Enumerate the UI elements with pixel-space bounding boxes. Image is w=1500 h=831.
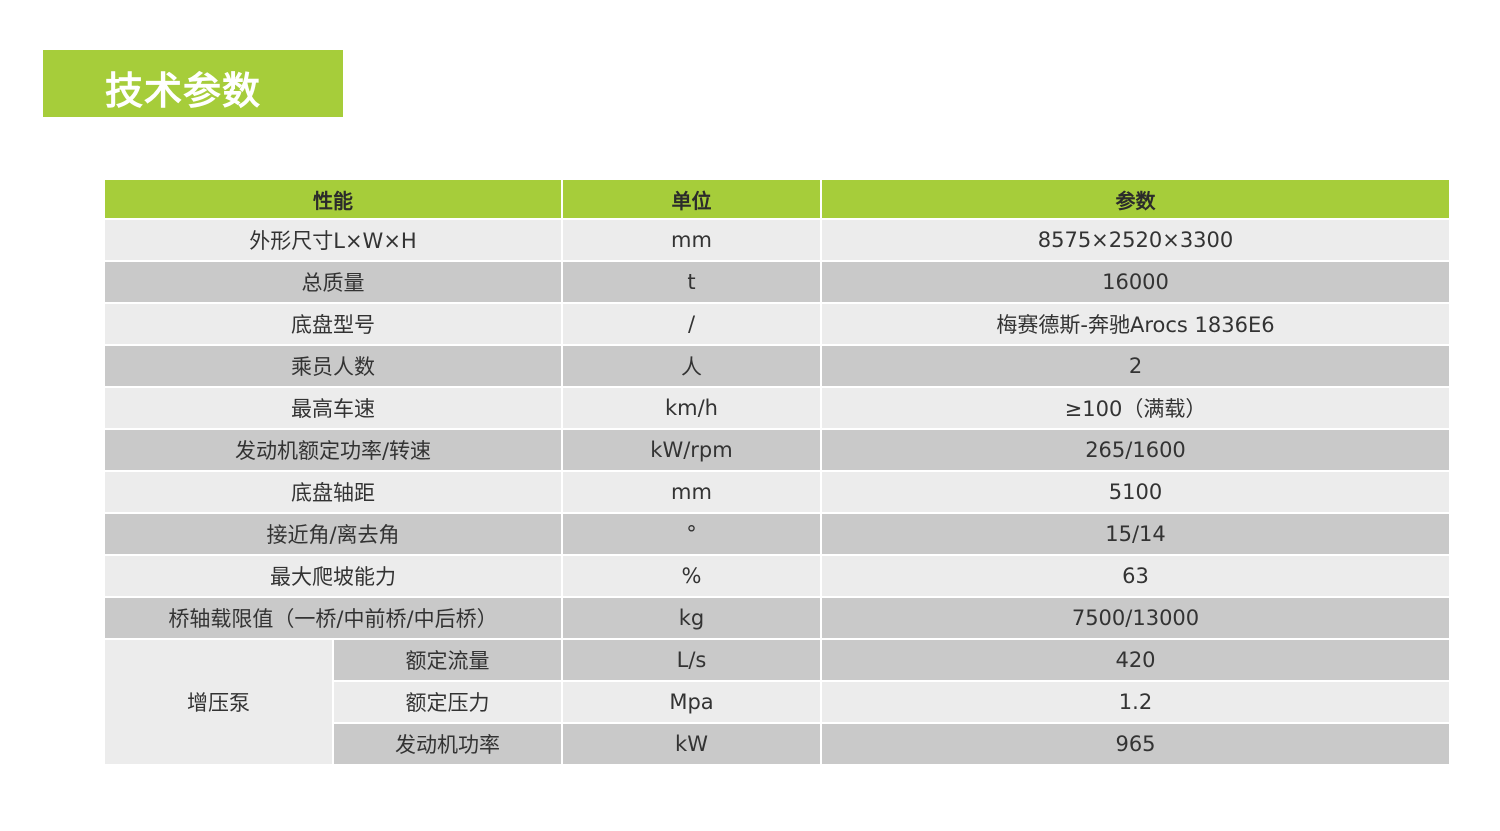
table-row: 最大爬坡能力% 63 [105, 556, 1449, 596]
spec-unit: 人 [563, 346, 820, 386]
table-row: 乘员人数人 2 [105, 346, 1449, 386]
table-row: 底盘轴距 mm 5100 [105, 472, 1449, 512]
spec-unit: kg [563, 598, 820, 638]
spec-name: 底盘轴距 [105, 472, 561, 512]
spec-unit: mm [563, 472, 820, 512]
spec-value: 5100 [822, 472, 1449, 512]
table-row: 发动机额定功率/转速 kW/rpm 265/1600 [105, 430, 1449, 470]
spec-name: 最高车速 [105, 388, 561, 428]
table-row: 接近角/离去角 ° 15/14 [105, 514, 1449, 554]
table-row: 桥轴载限值（一桥/中前桥/中后桥） kg 7500/13000 [105, 598, 1449, 638]
spec-unit: kW [563, 724, 820, 764]
spec-unit: ° [563, 514, 820, 554]
table-header-row: 性能 单位 参数 [105, 180, 1449, 218]
spec-name: 外形尺寸L×W×H [105, 220, 561, 260]
spec-name: 额定流量 [334, 640, 561, 680]
group-label: 增压泵 [105, 640, 332, 764]
spec-value: 1.2 [822, 682, 1449, 722]
spec-value: ≥100（满载） [822, 388, 1449, 428]
table-row: 增压泵 额定流量 L/s 420 [105, 640, 1449, 764]
spec-name: 最大爬坡能力 [105, 556, 561, 596]
spec-value: 63 [822, 556, 1449, 596]
spec-name: 乘员人数 [105, 346, 561, 386]
page-title: 技术参数 [105, 69, 262, 113]
spec-unit: t [563, 262, 820, 302]
spec-name: 发动机功率 [334, 724, 561, 764]
spec-name: 总质量 [105, 262, 561, 302]
spec-name: 发动机额定功率/转速 [105, 430, 561, 470]
spec-value: 8575×2520×3300 [822, 220, 1449, 260]
spec-name: 桥轴载限值（一桥/中前桥/中后桥） [105, 598, 561, 638]
table-row: 发动机功率 kW 965 [105, 724, 1449, 764]
spec-value: 265/1600 [822, 430, 1449, 470]
header-performance: 性能 [105, 180, 561, 218]
table-row: 额定压力 Mpa 1.2 [105, 682, 1449, 722]
header-value: 参数 [822, 180, 1449, 218]
spec-value: 15/14 [822, 514, 1449, 554]
table-row: 总质量 t 16000 [105, 262, 1449, 302]
table-row: 底盘型号 / 梅赛德斯-奔驰Arocs 1836E6 [105, 304, 1449, 344]
spec-value: 965 [822, 724, 1449, 764]
spec-value: 7500/13000 [822, 598, 1449, 638]
spec-table: 性能 单位 参数 外形尺寸L×W×H mm 8575×2520×3300 总质量 t 16… [103, 178, 1451, 766]
spec-name: 底盘型号 [105, 304, 561, 344]
spec-unit: mm [563, 220, 820, 260]
spec-value: 梅赛德斯-奔驰Arocs 1836E6 [822, 304, 1449, 344]
title-banner: 技术参数 [43, 50, 343, 117]
spec-unit: % [563, 556, 820, 596]
table-row: 最高车速 km/h ≥100（满载） [105, 388, 1449, 428]
spec-value: 16000 [822, 262, 1449, 302]
spec-unit: L/s [563, 640, 820, 680]
table-row: 外形尺寸L×W×H mm 8575×2520×3300 [105, 220, 1449, 260]
spec-value: 420 [822, 640, 1449, 680]
spec-unit: kW/rpm [563, 430, 820, 470]
spec-name: 接近角/离去角 [105, 514, 561, 554]
spec-value: 2 [822, 346, 1449, 386]
spec-unit: km/h [563, 388, 820, 428]
spec-unit: / [563, 304, 820, 344]
spec-name: 额定压力 [334, 682, 561, 722]
header-unit: 单位 [563, 180, 820, 218]
spec-unit: Mpa [563, 682, 820, 722]
